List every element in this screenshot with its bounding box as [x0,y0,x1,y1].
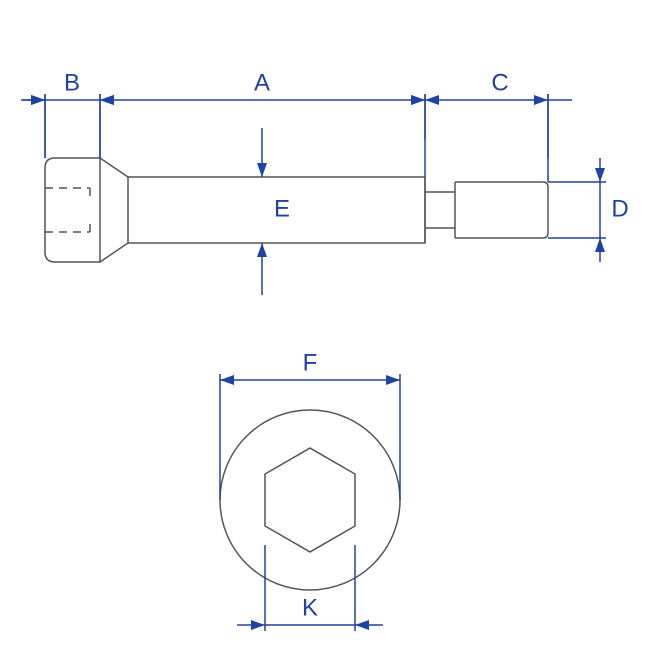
dim-B-label: B [64,69,80,96]
chamfer-top [100,158,128,177]
dim-K-label: K [302,594,318,621]
screw-neck [425,192,455,228]
dim-E-label: E [274,195,290,222]
chamfer-bottom [100,243,128,262]
dim-D-label: D [611,195,628,222]
screw-head [45,158,100,262]
dim-A-label: A [254,69,270,96]
dim-C-label: C [491,69,508,96]
screw-thread [455,182,548,238]
dim-F-label: F [303,349,318,376]
hex-socket [265,448,355,552]
head-circle [220,410,400,590]
